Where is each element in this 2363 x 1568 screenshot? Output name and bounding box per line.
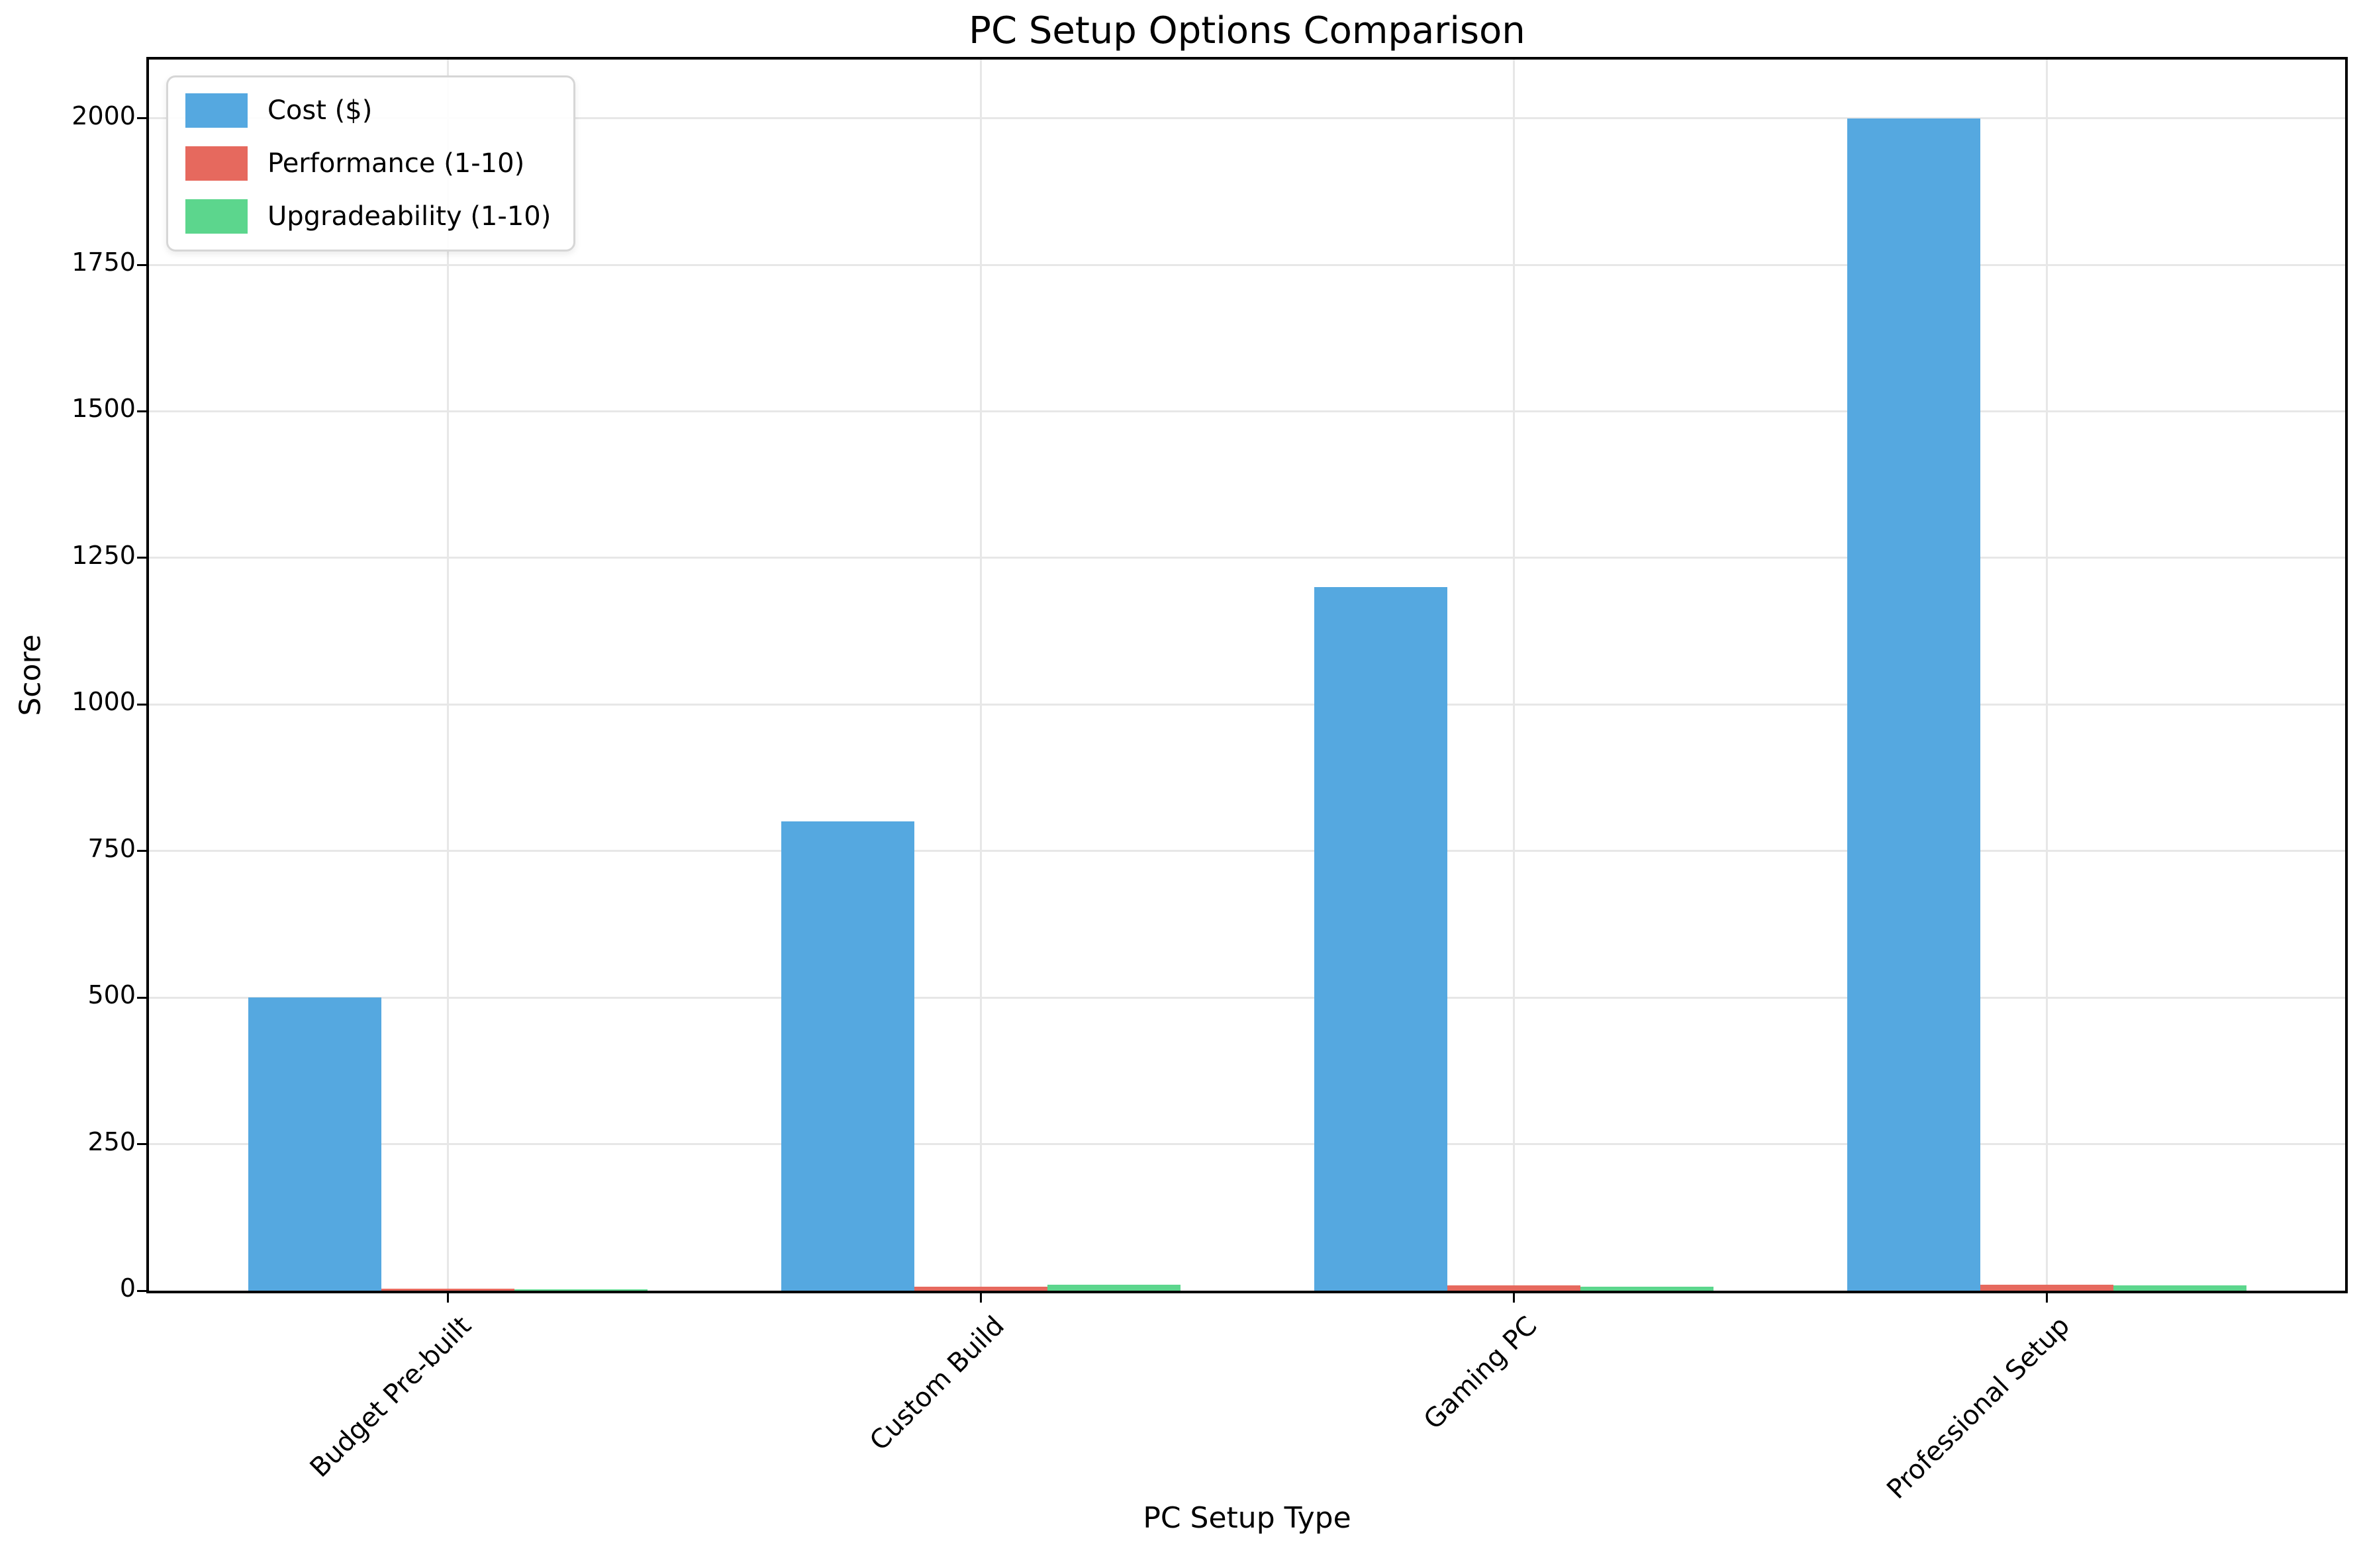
y-tick-label: 500 — [87, 980, 136, 1010]
y-tick-mark — [137, 1143, 148, 1146]
legend-swatch-upgradeability-1-10 — [185, 199, 248, 234]
y-tick-label: 1000 — [72, 687, 136, 717]
bar-cost-budget-pre-built — [248, 997, 381, 1291]
bar-cost-custom-build — [781, 821, 914, 1291]
y-tick-label: 1500 — [72, 394, 136, 424]
legend-swatch-cost — [185, 93, 248, 128]
y-axis-label: Score — [13, 634, 48, 716]
bar-performance-1-10-custom-build — [914, 1286, 1047, 1291]
legend-label: Performance (1-10) — [267, 148, 525, 179]
bar-upgradeability-1-10-professional-setup — [2113, 1285, 2246, 1291]
y-tick-label: 750 — [87, 833, 136, 863]
y-tick-mark — [137, 557, 148, 559]
legend-item-cost: Cost ($) — [185, 93, 551, 128]
x-tick-mark — [446, 1292, 449, 1303]
bar-performance-1-10-budget-pre-built — [381, 1289, 514, 1291]
x-axis-label: PC Setup Type — [1143, 1501, 1351, 1535]
x-tick-mark — [1512, 1292, 1515, 1303]
x-tick-label-professional-setup: Professional Setup — [1881, 1311, 2076, 1505]
bar-cost-professional-setup — [1847, 118, 1980, 1291]
v-gridline — [2045, 60, 2048, 1291]
h-gridline — [149, 1143, 2345, 1146]
y-tick-mark — [137, 410, 148, 412]
y-tick-mark — [137, 850, 148, 853]
h-gridline — [149, 410, 2345, 412]
h-gridline — [149, 557, 2345, 559]
legend-item-performance-1-10: Performance (1-10) — [185, 146, 551, 181]
h-gridline — [149, 263, 2345, 266]
v-gridline — [446, 60, 449, 1291]
bar-upgradeability-1-10-custom-build — [1047, 1285, 1181, 1291]
y-tick-mark — [137, 703, 148, 706]
legend-swatch-performance-1-10 — [185, 146, 248, 181]
bar-performance-1-10-professional-setup — [1980, 1285, 2113, 1291]
h-gridline — [149, 850, 2345, 853]
y-tick-label: 1250 — [72, 540, 136, 570]
h-gridline — [149, 703, 2345, 706]
x-tick-label-gaming-pc: Gaming PC — [1418, 1311, 1543, 1436]
y-tick-mark — [137, 117, 148, 120]
legend-label: Cost ($) — [267, 95, 373, 126]
x-tick-mark — [2045, 1292, 2048, 1303]
legend: Cost ($) Performance (1-10) Upgradeability… — [166, 75, 576, 252]
v-gridline — [979, 60, 982, 1291]
y-tick-mark — [137, 996, 148, 999]
x-tick-label-budget-pre-built: Budget Pre-built — [304, 1311, 477, 1484]
x-tick-label-custom-build: Custom Build — [863, 1311, 1010, 1457]
bar-upgradeability-1-10-budget-pre-built — [514, 1289, 648, 1291]
v-gridline — [1512, 60, 1515, 1291]
h-gridline — [149, 117, 2345, 120]
y-tick-label: 250 — [87, 1127, 136, 1156]
plot-area: Cost ($) Performance (1-10) Upgradeability… — [146, 57, 2348, 1293]
chart-title: PC Setup Options Comparison — [969, 9, 1525, 52]
y-tick-mark — [137, 263, 148, 266]
bar-cost-gaming-pc — [1314, 587, 1447, 1291]
legend-item-upgradeability-1-10: Upgradeability (1-10) — [185, 199, 551, 234]
y-tick-mark — [137, 1289, 148, 1292]
y-tick-label: 1750 — [72, 248, 136, 277]
x-tick-mark — [979, 1292, 982, 1303]
bar-upgradeability-1-10-gaming-pc — [1580, 1286, 1713, 1291]
h-gridline — [149, 996, 2345, 999]
y-tick-label: 0 — [119, 1273, 136, 1303]
y-tick-label: 2000 — [72, 101, 136, 130]
bar-performance-1-10-gaming-pc — [1447, 1285, 1580, 1291]
legend-label: Upgradeability (1-10) — [267, 201, 552, 232]
